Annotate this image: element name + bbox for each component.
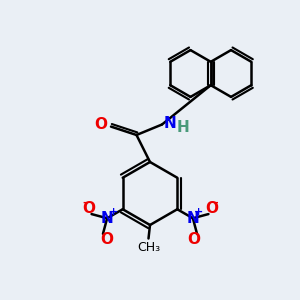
Text: O: O xyxy=(100,232,113,247)
Text: +: + xyxy=(109,207,118,217)
Text: N: N xyxy=(163,116,176,131)
Text: CH₃: CH₃ xyxy=(137,241,160,254)
Text: -: - xyxy=(82,197,87,207)
Text: O: O xyxy=(205,201,218,216)
Text: O: O xyxy=(94,117,107,132)
Text: +: + xyxy=(194,207,203,217)
Text: O: O xyxy=(187,232,200,247)
Text: -: - xyxy=(213,197,218,207)
Text: N: N xyxy=(101,211,113,226)
Text: O: O xyxy=(82,201,95,216)
Text: N: N xyxy=(187,211,199,226)
Text: H: H xyxy=(177,120,190,135)
